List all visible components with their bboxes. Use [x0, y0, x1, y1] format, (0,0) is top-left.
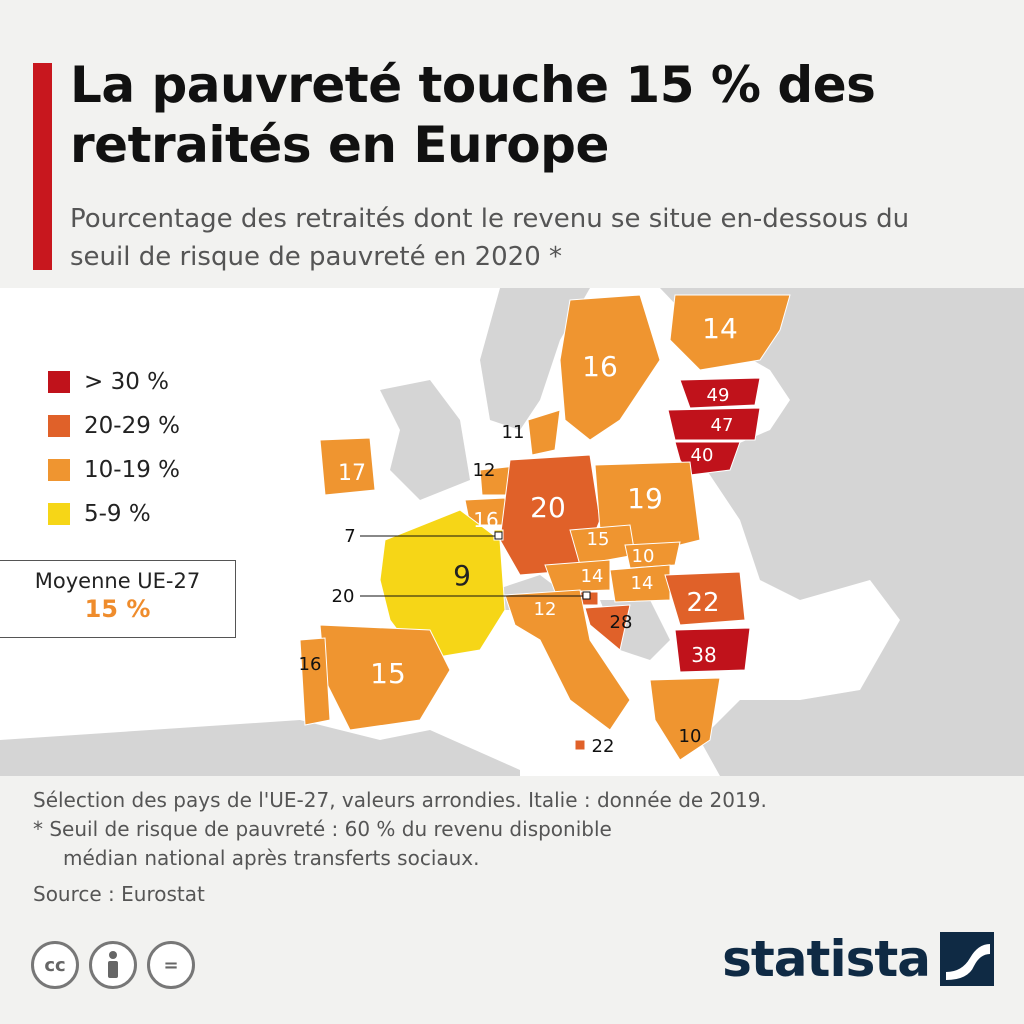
page-title: La pauvreté touche 15 % des retraités en…: [70, 56, 876, 174]
brand-mark-icon: [940, 932, 994, 986]
region-malta: [574, 739, 586, 751]
europe-map: 16 14 49 47 40 17 16 20 19 15 10 14 14 2…: [0, 288, 1024, 776]
region-france: [379, 509, 506, 661]
label-czechia: 15: [587, 529, 610, 550]
label-poland: 19: [627, 482, 663, 515]
footnote-threshold: * Seuil de risque de pauvreté : 60 % du …: [33, 817, 612, 841]
footnotes: Sélection des pays de l'UE-27, valeurs a…: [33, 786, 933, 873]
legend-label: 5-9 %: [84, 501, 151, 527]
label-estonia: 49: [707, 385, 730, 406]
region-slovakia: [624, 541, 681, 569]
eu-average-label: Moyenne UE-27: [34, 569, 201, 593]
label-netherlands: 12: [473, 460, 496, 481]
equals-icon[interactable]: =: [147, 941, 195, 989]
value-labels: 16 14 49 47 40 17 16 20 19 15 10 14 14 2…: [299, 312, 738, 757]
label-portugal: 16: [299, 654, 322, 675]
label-romania: 22: [686, 588, 719, 618]
label-malta: 22: [592, 736, 615, 757]
eu-average-box: Moyenne UE-27 15 %: [0, 560, 236, 638]
legend-item: 10-19 %: [48, 448, 180, 492]
label-italy: 12: [534, 599, 557, 620]
region-croatia: [584, 604, 631, 651]
label-sweden: 16: [582, 350, 618, 383]
region-ireland: [319, 437, 376, 496]
region-portugal: [299, 637, 331, 726]
label-croatia: 28: [610, 612, 633, 633]
label-hungary: 14: [631, 573, 654, 594]
label-germany: 20: [530, 491, 566, 524]
region-greece: [649, 677, 721, 761]
label-latvia: 47: [711, 415, 734, 436]
license-icons: cc =: [31, 941, 195, 989]
label-finland: 14: [702, 312, 738, 345]
legend-item: 5-9 %: [48, 492, 180, 536]
statista-logo[interactable]: statista: [722, 930, 994, 988]
label-slovakia: 10: [632, 546, 655, 567]
region-latvia: [667, 407, 761, 441]
region-romania: [664, 571, 746, 626]
label-slovenia: 20: [332, 586, 355, 607]
brand-name: statista: [722, 930, 931, 988]
legend-swatch: [48, 503, 70, 525]
leader-lines: [360, 531, 591, 600]
footnote-selection: Sélection des pays de l'UE-27, valeurs a…: [33, 788, 767, 812]
label-france: 9: [453, 559, 471, 592]
person-icon[interactable]: [89, 941, 137, 989]
page-subtitle: Pourcentage des retraités dont le revenu…: [70, 204, 910, 272]
region-lithuania: [674, 441, 741, 476]
region-hungary: [609, 564, 671, 603]
label-austria: 14: [581, 566, 604, 587]
label-ireland: 17: [338, 461, 366, 486]
legend-swatch: [48, 415, 70, 437]
region-estonia: [679, 377, 761, 409]
region-italy: [504, 589, 631, 731]
legend-swatch: [48, 459, 70, 481]
legend-label: 10-19 %: [84, 457, 180, 483]
legend: > 30 % 20-29 % 10-19 % 5-9 %: [48, 360, 180, 536]
label-denmark: 11: [502, 422, 525, 443]
non-eu-land: [0, 288, 1024, 776]
legend-item: 20-29 %: [48, 404, 180, 448]
region-denmark: [527, 409, 561, 456]
label-spain: 15: [370, 657, 406, 690]
footnote-threshold-cont: médian national après transferts sociaux…: [63, 846, 480, 870]
region-sweden: [559, 294, 661, 441]
label-bulgaria: 38: [691, 643, 716, 667]
region-finland: [669, 294, 791, 371]
accent-bar: [33, 63, 52, 270]
region-austria: [544, 559, 611, 593]
label-belgium: 16: [473, 508, 498, 532]
source-text: Source : Eurostat: [33, 882, 205, 906]
label-lithuania: 40: [691, 445, 714, 466]
eu-average-value: 15 %: [84, 595, 151, 623]
legend-label: > 30 %: [84, 369, 170, 395]
legend-label: 20-29 %: [84, 413, 180, 439]
legend-item: > 30 %: [48, 360, 180, 404]
label-greece: 10: [679, 726, 702, 747]
label-luxembourg: 7: [344, 526, 355, 547]
region-bulgaria: [674, 627, 751, 673]
legend-swatch: [48, 371, 70, 393]
cc-icon[interactable]: cc: [31, 941, 79, 989]
